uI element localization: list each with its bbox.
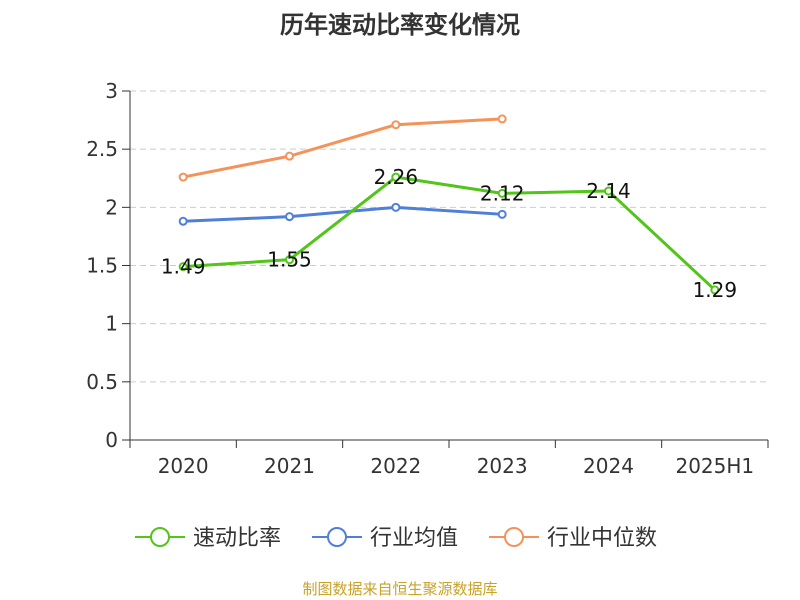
series-line [182,117,503,179]
x-tick-label: 2025H1 [675,454,754,478]
source-note: 制图数据来自恒生聚源数据库 [302,580,497,598]
data-point [285,212,294,222]
x-tick-label: 2021 [264,454,315,478]
y-tick-label: 2.5 [86,137,118,161]
axes: 0 0.5 1 1.5 2 2.5 3 2020 2021 2022 2023 2024 2025H1 [86,79,769,478]
data-label: 1.55 [267,248,312,272]
y-tick-label: 3 [105,79,118,103]
series-1 [178,202,507,226]
series-2 [178,114,507,182]
data-label: 1.49 [161,255,206,279]
data-labels: 1.49 1.55 2.26 2.12 2.14 1.29 [161,165,737,302]
data-point [285,151,294,161]
y-tick-label: 1 [105,312,118,336]
gridlines [130,90,768,383]
data-point [710,285,720,295]
data-point [178,216,188,226]
data-point [285,255,294,265]
legend-marker [504,527,524,547]
legend-item-2[interactable]: 行业中位数 [489,526,657,551]
series-line [183,175,716,292]
x-tick-label: 2022 [370,454,421,478]
data-label: 2.26 [374,165,419,189]
data-point [178,262,188,272]
legend-marker [150,527,170,547]
data-label: 2.14 [586,179,631,203]
data-point [604,186,613,196]
legend: 速动比率 行业均值 行业中位数 [135,526,657,551]
series-line [183,205,503,223]
legend-item-0[interactable]: 速动比率 [135,526,281,551]
legend-item-1[interactable]: 行业均值 [312,526,458,551]
x-tick-label: 2024 [583,454,634,478]
series-0 [178,172,720,295]
data-label: 1.29 [693,278,738,302]
legend-marker [327,527,347,547]
legend-label: 行业中位数 [547,526,657,551]
data-point [178,172,188,182]
y-tick-label: 0.5 [86,370,118,394]
x-tick-label: 2020 [158,454,209,478]
legend-label: 速动比率 [193,526,281,551]
y-tick-label: 0 [105,428,118,452]
chart-title: 历年速动比率变化情况 [280,11,520,39]
series-lines [178,114,720,295]
data-point [391,202,401,212]
legend-label: 行业均值 [370,526,458,551]
data-point [391,120,401,130]
y-tick-label: 2 [105,195,118,219]
data-point [497,188,507,198]
data-point [497,114,507,124]
data-point [497,209,507,219]
data-label: 2.12 [480,181,525,205]
data-point [391,172,401,182]
x-tick-label: 2023 [477,454,528,478]
y-tick-label: 1.5 [86,254,118,278]
